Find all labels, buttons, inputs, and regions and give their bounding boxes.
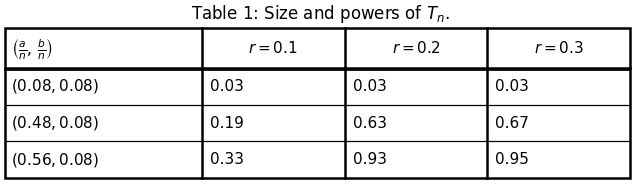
Text: 0.93: 0.93 bbox=[353, 152, 387, 167]
Text: 0.03: 0.03 bbox=[210, 79, 244, 94]
Text: 0.63: 0.63 bbox=[353, 116, 387, 130]
Text: $r = 0.1$: $r = 0.1$ bbox=[248, 40, 298, 56]
Text: $(0.56, 0.08)$: $(0.56, 0.08)$ bbox=[11, 151, 99, 169]
Text: $\left(\frac{a}{n},\, \frac{b}{n}\right)$: $\left(\frac{a}{n},\, \frac{b}{n}\right)… bbox=[11, 36, 53, 61]
Text: 0.95: 0.95 bbox=[495, 152, 529, 167]
Text: 0.03: 0.03 bbox=[495, 79, 529, 94]
Text: $(0.48, 0.08)$: $(0.48, 0.08)$ bbox=[11, 114, 99, 132]
Text: $r = 0.3$: $r = 0.3$ bbox=[534, 40, 584, 56]
Text: 0.33: 0.33 bbox=[210, 152, 244, 167]
Text: 0.19: 0.19 bbox=[210, 116, 244, 130]
Text: 0.67: 0.67 bbox=[495, 116, 529, 130]
Text: $r = 0.2$: $r = 0.2$ bbox=[392, 40, 440, 56]
Bar bbox=[5, 28, 630, 178]
Text: Table 1: Size and powers of $T_n$.: Table 1: Size and powers of $T_n$. bbox=[191, 3, 449, 25]
Text: $(0.08, 0.08)$: $(0.08, 0.08)$ bbox=[11, 77, 99, 95]
Text: 0.03: 0.03 bbox=[353, 79, 387, 94]
